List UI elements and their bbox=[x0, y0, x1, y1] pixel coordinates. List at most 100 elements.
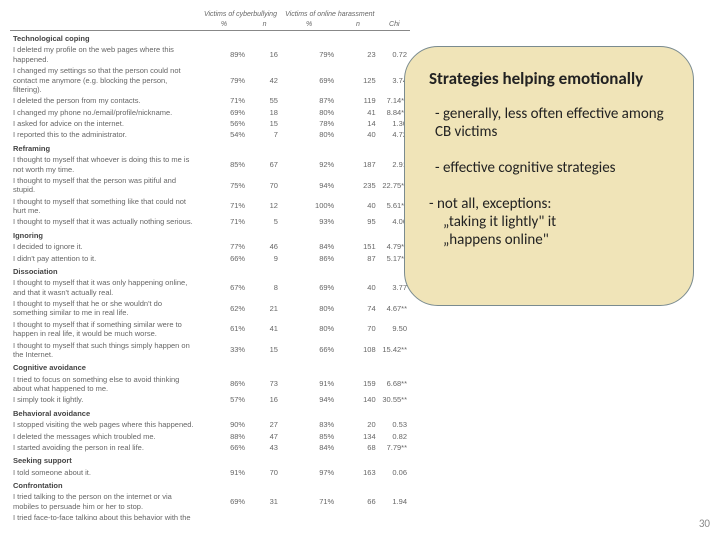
callout-point-3c: „happens online" bbox=[429, 231, 669, 249]
section-header: Dissociation bbox=[10, 264, 410, 277]
row-label: I thought to myself that he or she would… bbox=[10, 298, 200, 319]
cell-value: 3.15 bbox=[379, 512, 410, 520]
cell-value: 95 bbox=[337, 216, 378, 227]
cell-value: 68 bbox=[337, 442, 378, 453]
cell-value: 89% bbox=[200, 44, 248, 65]
cell-value: 67% bbox=[200, 277, 248, 298]
table-row: I thought to myself that it was only hap… bbox=[10, 277, 410, 298]
cell-value: 92% bbox=[281, 154, 337, 175]
row-label: I deleted my profile on the web pages wh… bbox=[10, 44, 200, 65]
table-row: I asked for advice on the internet.56%15… bbox=[10, 118, 410, 129]
cell-value: 69% bbox=[200, 107, 248, 118]
table-row: I thought to myself that if something si… bbox=[10, 319, 410, 340]
cell-value: 163 bbox=[337, 467, 378, 478]
table-row: I changed my settings so that the person… bbox=[10, 65, 410, 95]
cell-value: 30.55** bbox=[379, 394, 410, 405]
cell-value: 5 bbox=[248, 216, 281, 227]
section-header: Reframing bbox=[10, 141, 410, 154]
row-label: I changed my phone no./email/profile/nic… bbox=[10, 107, 200, 118]
cell-value: 9.50 bbox=[379, 319, 410, 340]
cell-value: 9 bbox=[248, 253, 281, 264]
cell-value: 69% bbox=[281, 277, 337, 298]
cell-value: 84% bbox=[281, 241, 337, 252]
cell-value: 43 bbox=[248, 442, 281, 453]
cell-value: 12 bbox=[248, 196, 281, 217]
col-n-1: n bbox=[248, 20, 281, 31]
col-chi: Chi bbox=[379, 20, 410, 31]
col-n-2: n bbox=[337, 20, 378, 31]
row-label: I decided to ignore it. bbox=[10, 241, 200, 252]
row-label: I asked for advice on the internet. bbox=[10, 118, 200, 129]
data-table-region: Victims of cyberbullying Victims of onli… bbox=[10, 10, 410, 520]
table-row: I deleted the messages which troubled me… bbox=[10, 431, 410, 442]
table-row: I tried talking to the person on the int… bbox=[10, 491, 410, 512]
cell-value: 94% bbox=[281, 394, 337, 405]
row-label: I tried face-to-face talking about this … bbox=[10, 512, 200, 520]
table-row: I decided to ignore it.77%4684%1514.79** bbox=[10, 241, 410, 252]
cell-value: 77% bbox=[200, 241, 248, 252]
cell-value: 0.82 bbox=[379, 431, 410, 442]
cell-value: 88% bbox=[200, 431, 248, 442]
callout-title: Strategies helping emotionally bbox=[429, 69, 669, 89]
cell-value: 87% bbox=[281, 95, 337, 106]
cell-value: 16 bbox=[248, 44, 281, 65]
callout-box: Strategies helping emotionally - general… bbox=[404, 46, 694, 306]
row-label: I thought to myself that it was actually… bbox=[10, 216, 200, 227]
cell-value: 0.72 bbox=[379, 44, 410, 65]
cell-value: 42 bbox=[248, 65, 281, 95]
callout-point-3a: - not all, exceptions: bbox=[429, 195, 669, 213]
section-header: Confrontation bbox=[10, 478, 410, 491]
table-row: I started avoiding the person in real li… bbox=[10, 442, 410, 453]
row-label: I thought to myself that such things sim… bbox=[10, 340, 200, 361]
table-row: I tried face-to-face talking about this … bbox=[10, 512, 410, 520]
row-label: I deleted the messages which troubled me… bbox=[10, 431, 200, 442]
cell-value: 125 bbox=[337, 65, 378, 95]
cell-value: 90% bbox=[200, 419, 248, 430]
cell-value: 54% bbox=[200, 129, 248, 140]
row-label: I thought to myself that something like … bbox=[10, 196, 200, 217]
cell-value: 74% bbox=[281, 512, 337, 520]
cell-value: 8 bbox=[248, 277, 281, 298]
cell-value: 18 bbox=[248, 107, 281, 118]
cell-value: 47 bbox=[248, 431, 281, 442]
table-row: I tried to focus on something else to av… bbox=[10, 374, 410, 395]
cell-value: 93% bbox=[281, 216, 337, 227]
table-row: I thought to myself that whoever is doin… bbox=[10, 154, 410, 175]
section-header: Behavioral avoidance bbox=[10, 406, 410, 419]
cell-value: 91% bbox=[281, 374, 337, 395]
cell-value: 16 bbox=[248, 394, 281, 405]
cell-value: 100% bbox=[281, 196, 337, 217]
cell-value: 67 bbox=[248, 154, 281, 175]
cell-value: 73 bbox=[248, 374, 281, 395]
cell-value: 23 bbox=[337, 44, 378, 65]
row-label: I thought to myself that whoever is doin… bbox=[10, 154, 200, 175]
row-label: I told someone about it. bbox=[10, 467, 200, 478]
cell-value: 78 bbox=[248, 512, 281, 520]
cell-value: 71% bbox=[281, 491, 337, 512]
cell-value: 0.53 bbox=[379, 419, 410, 430]
cell-value: 187 bbox=[337, 154, 378, 175]
table-row: I thought to myself that such things sim… bbox=[10, 340, 410, 361]
cell-value: 97% bbox=[281, 467, 337, 478]
row-label: I simply took it lightly. bbox=[10, 394, 200, 405]
cell-value: 74 bbox=[337, 512, 378, 520]
row-label: I reported this to the administrator. bbox=[10, 129, 200, 140]
cell-value: 55 bbox=[248, 95, 281, 106]
cell-value: 1.94 bbox=[379, 491, 410, 512]
callout-point-1: - generally, less often effective among … bbox=[429, 105, 669, 141]
row-label: I thought to myself that if something si… bbox=[10, 319, 200, 340]
col-group-2: Victims of online harassment bbox=[281, 10, 379, 20]
table-row: I thought to myself that it was actually… bbox=[10, 216, 410, 227]
cell-value: 74 bbox=[337, 298, 378, 319]
cell-value: 56% bbox=[200, 118, 248, 129]
cell-value: 14 bbox=[337, 118, 378, 129]
cell-value: 80% bbox=[281, 319, 337, 340]
cell-value: 41 bbox=[337, 107, 378, 118]
cell-value: 235 bbox=[337, 175, 378, 196]
section-header: Ignoring bbox=[10, 228, 410, 241]
cell-value: 78% bbox=[281, 118, 337, 129]
cell-value: 7.79** bbox=[379, 442, 410, 453]
row-label: I changed my settings so that the person… bbox=[10, 65, 200, 95]
cell-value: 75% bbox=[200, 175, 248, 196]
cell-value: 20 bbox=[337, 419, 378, 430]
